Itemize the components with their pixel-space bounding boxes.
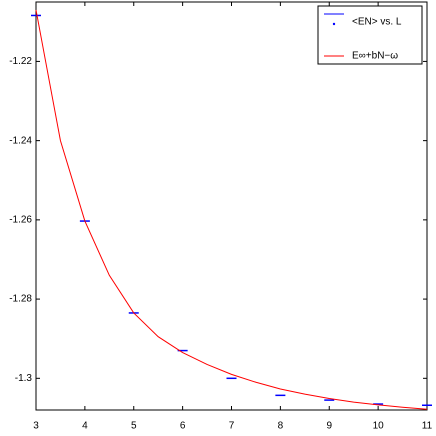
y-tick-label: -1.22 [9, 56, 32, 67]
x-tick-label: 8 [278, 421, 284, 432]
fit-curve [35, 9, 428, 410]
y-tick-label: -1.3 [15, 373, 33, 384]
x-tick-label: 9 [326, 421, 332, 432]
x-tick-label: 3 [33, 421, 39, 432]
x-tick-label: 7 [229, 421, 235, 432]
x-tick-label: 6 [180, 421, 186, 432]
legend-swatch [332, 22, 336, 26]
legend-box [317, 5, 423, 65]
y-tick-label: -1.24 [9, 135, 32, 146]
x-tick-label: 5 [131, 421, 137, 432]
y-tick-label: -1.28 [9, 294, 32, 305]
x-tick-label: 4 [82, 421, 88, 432]
x-tick-label: 10 [373, 421, 385, 432]
legend-label: <EN> vs. L [352, 17, 402, 28]
legend-label: E∞+bN−ω [352, 51, 398, 62]
y-tick-label: -1.26 [9, 215, 32, 226]
x-tick-label: 11 [422, 421, 433, 432]
